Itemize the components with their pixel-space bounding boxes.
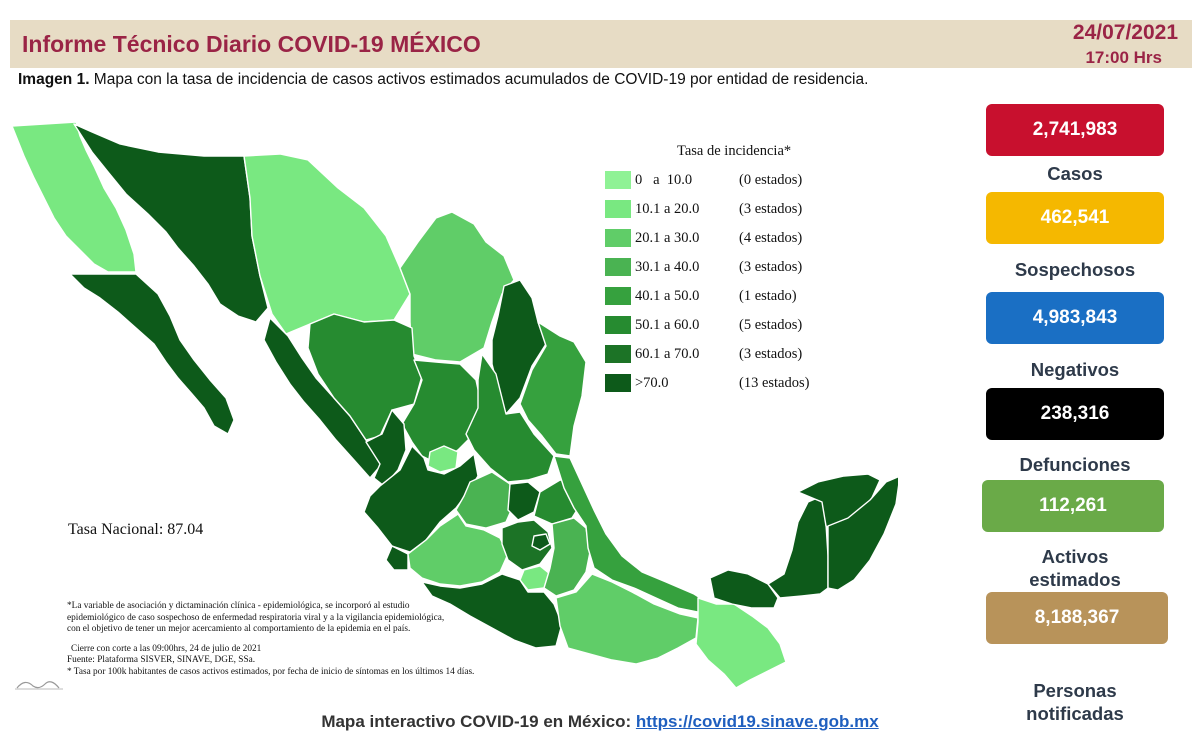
legend-item: 40.1 a 50.0 (1 estado) (605, 286, 845, 308)
state-chihuahua (243, 153, 411, 335)
footnote-line: *La variable de asociación y dictaminaci… (67, 601, 410, 611)
legend-range: 20.1 a 30.0 (635, 230, 700, 246)
legend-swatch (605, 171, 631, 189)
legend-count: (4 estados) (739, 230, 803, 246)
legend-swatch (605, 200, 631, 218)
state-guanajuato (455, 471, 515, 529)
legend-range: 0 a 10.0 (635, 172, 693, 188)
legend-swatch (605, 316, 631, 334)
footer-link[interactable]: https://covid19.sinave.gob.mx (635, 712, 879, 731)
legend-title: Tasa de incidencia* (677, 143, 792, 159)
state-nuevo-leon (491, 279, 547, 415)
report-time: 17:00 Hrs (1085, 48, 1162, 67)
legend-count: (0 estados) (739, 172, 803, 188)
footnote-cierre: Cierre con corte a las 09:00hrs, 24 de j… (71, 643, 262, 654)
state-cdmx (531, 533, 551, 551)
image-caption: Imagen 1. Mapa con la tasa de incidencia… (18, 71, 868, 89)
legend-range: 60.1 a 70.0 (635, 346, 700, 362)
state-queretaro (507, 481, 541, 521)
stat-value-box: 2,741,983 (986, 104, 1164, 156)
footnotes: *La variable de asociación y dictaminaci… (67, 601, 567, 679)
legend-swatch (605, 287, 631, 305)
legend-count: (5 estados) (739, 317, 803, 333)
footnote-line: con el objetivo de tener un mejor acerca… (67, 624, 411, 635)
legend-item: 20.1 a 30.0 (4 estados) (605, 228, 845, 250)
legend-item: >70.0 (13 estados) (605, 373, 845, 395)
state-durango (307, 313, 423, 441)
stat-label: Activos estimados (1029, 546, 1121, 590)
legend-range: >70.0 (635, 375, 669, 391)
mexico-incidence-map (11, 121, 898, 689)
stat-value-box: 462,541 (986, 192, 1164, 244)
legend-swatch (605, 374, 631, 392)
stat-value-box: 238,316 (986, 388, 1164, 440)
footnote-tasa: * Tasa por 100k habitantes de casos acti… (67, 666, 475, 677)
legend-item: 10.1 a 20.0 (3 estados) (605, 199, 845, 221)
caption-label: Imagen 1. (18, 71, 90, 88)
legend-range: 40.1 a 50.0 (635, 288, 700, 304)
stat-label: Defunciones (1019, 454, 1131, 475)
stat-label: Sospechosos (1014, 259, 1136, 280)
footer: Mapa interactivo COVID-19 en México: htt… (0, 712, 1200, 732)
state-sinaloa (263, 317, 383, 479)
state-campeche (767, 495, 829, 599)
stat-label: Negativos (1030, 359, 1120, 380)
state-tabasco (709, 569, 779, 609)
stat-value-box: 8,188,367 (986, 592, 1168, 644)
footer-text: Mapa interactivo COVID-19 en México: (321, 712, 636, 731)
stat-value-box: 4,983,843 (986, 292, 1164, 344)
legend-swatch (605, 229, 631, 247)
legend-count: (3 estados) (739, 201, 803, 217)
stat-value-box: 112,261 (982, 480, 1164, 532)
legend-count: (3 estados) (739, 346, 803, 362)
state-mexico (501, 519, 553, 571)
legend-count: (13 estados) (739, 375, 810, 391)
caption-text: Mapa con la tasa de incidencia de casos … (89, 71, 869, 88)
state-san-luis-potosi (465, 353, 555, 483)
legend-item: 50.1 a 60.0 (5 estados) (605, 315, 845, 337)
legend-item: 30.1 a 40.0 (3 estados) (605, 257, 845, 279)
state-colima (385, 545, 409, 571)
state-baja-california-sur (69, 273, 235, 435)
footnote-fuente: Fuente: Plataforma SISVER, SINAVE, DGE, … (67, 655, 256, 666)
report-date: 24/07/2021 (1072, 21, 1178, 44)
state-tamaulipas (519, 321, 587, 457)
legend-range: 50.1 a 60.0 (635, 317, 700, 333)
logo-mark-icon (15, 681, 63, 690)
state-nayarit (365, 409, 407, 487)
legend-item: 0 a 10.0 (0 estados) (605, 170, 845, 192)
state-chiapas (695, 597, 787, 689)
stat-label: Casos (1047, 163, 1103, 184)
national-rate: Tasa Nacional: 87.04 (68, 521, 204, 538)
footnote-line: epidemiológico de caso sospechoso de enf… (67, 612, 445, 623)
state-sonora (73, 123, 269, 323)
legend-range: 30.1 a 40.0 (635, 259, 700, 275)
legend-count: (1 estado) (739, 288, 797, 304)
legend-count: (3 estados) (739, 259, 803, 275)
report-title: Informe Técnico Diario COVID-19 MÉXICO (22, 31, 481, 57)
stat-label: Personas notificadas (1026, 680, 1124, 724)
state-quintana-roo (827, 476, 898, 591)
legend-swatch (605, 258, 631, 276)
legend-item: 60.1 a 70.0 (3 estados) (605, 344, 845, 366)
state-baja-california (11, 121, 137, 273)
state-puebla (543, 517, 591, 597)
legend-range: 10.1 a 20.0 (635, 201, 700, 217)
legend-swatch (605, 345, 631, 363)
header-bar (10, 20, 1192, 68)
